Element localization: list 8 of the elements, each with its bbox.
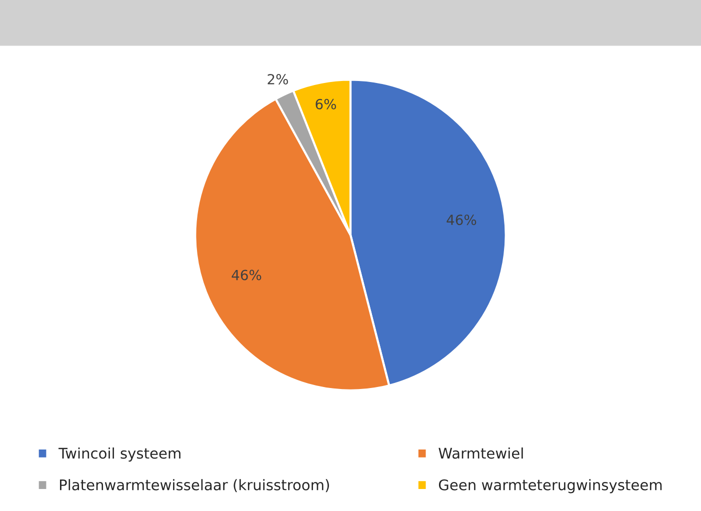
legend-label: Warmtewiel bbox=[438, 447, 523, 459]
legend-label: Platenwarmtewisselaar (kruisstroom) bbox=[60, 479, 329, 492]
legend-label: Twincoil systeem bbox=[58, 447, 180, 462]
data-label: 2% bbox=[268, 74, 288, 84]
data-label: 46% bbox=[446, 214, 476, 226]
data-label: 46% bbox=[232, 270, 262, 280]
legend-label: Geen warmteterugwinsysteem bbox=[438, 479, 662, 494]
data-label: 6% bbox=[316, 98, 336, 110]
